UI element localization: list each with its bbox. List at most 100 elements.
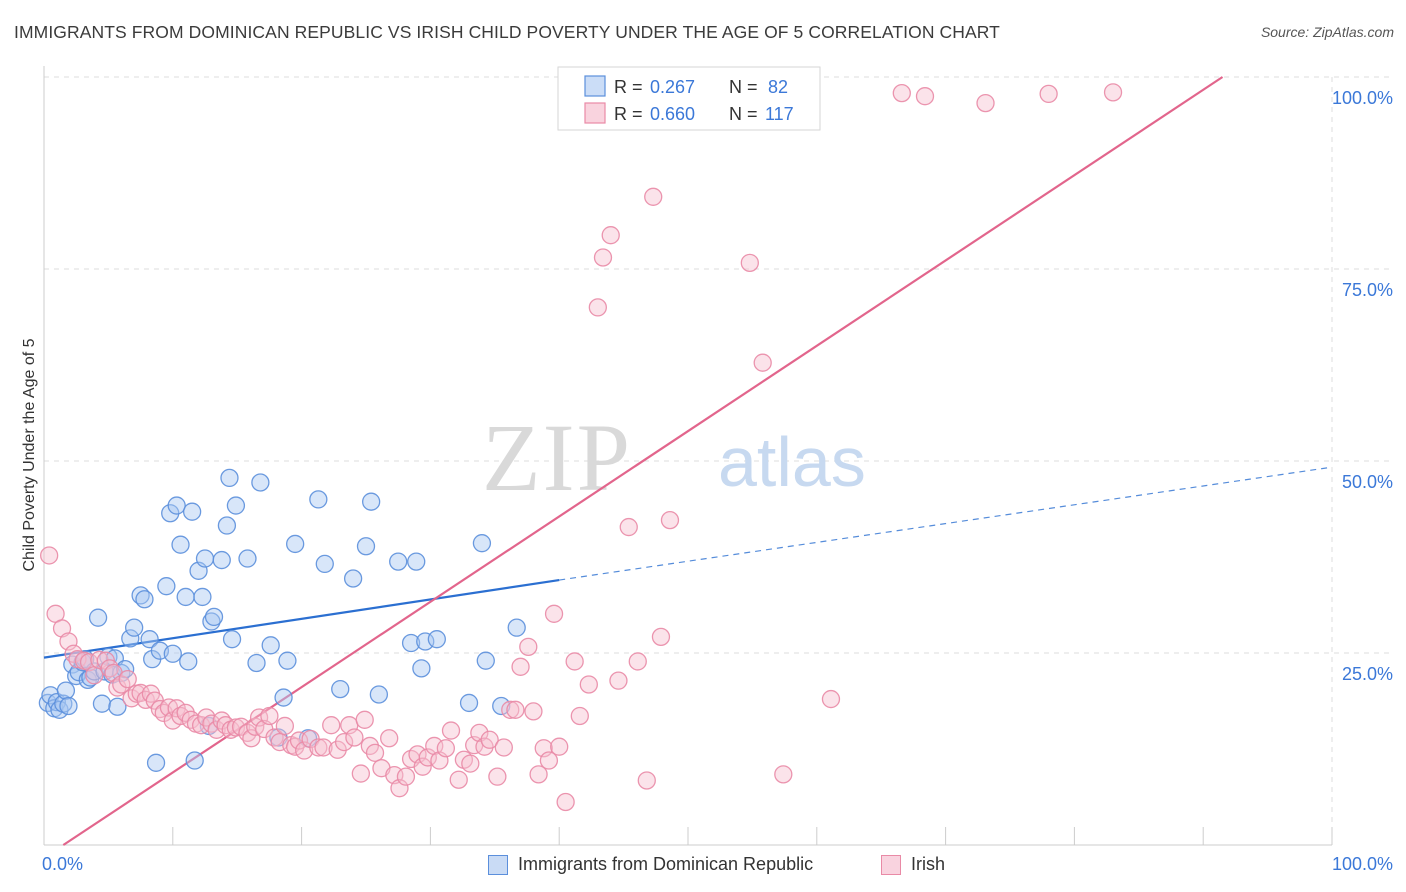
point-dominican (274, 688, 293, 707)
point-dominican (220, 468, 239, 488)
source-label: Source: ZipAtlas.com (1260, 24, 1394, 40)
point-dominican (179, 652, 198, 671)
point-irish (570, 706, 589, 726)
point-dominican (315, 554, 334, 574)
legend-swatch-dominican (488, 854, 508, 875)
point-irish (1103, 83, 1123, 102)
point-irish (519, 637, 538, 657)
watermark: ZIP atlas (482, 404, 866, 511)
point-irish (413, 757, 432, 776)
point-irish (171, 706, 190, 726)
point-irish (40, 546, 59, 565)
y-tick-label: 100.0% (1332, 88, 1393, 108)
point-dominican (416, 632, 435, 651)
point-dominican (507, 618, 526, 637)
point-dominican (278, 651, 297, 670)
trend-lines (43, 76, 1333, 846)
legend-r-value-1: 0.267 (650, 77, 695, 97)
point-irish (480, 730, 499, 749)
point-dominican (343, 569, 363, 588)
point-irish (242, 729, 261, 748)
point-dominican (92, 694, 112, 713)
legend-label-dominican: Immigrants from Dominican Republic (518, 854, 814, 874)
y-tick-label: 25.0% (1342, 664, 1393, 684)
point-dominican (140, 630, 159, 649)
grid-lines (44, 76, 1392, 845)
point-irish (609, 671, 628, 690)
point-irish (565, 652, 584, 671)
point-dominican (427, 630, 446, 649)
point-irish (556, 792, 575, 812)
point-irish (892, 83, 911, 103)
point-dominican (247, 653, 266, 673)
trend-line-irish (62, 76, 1224, 846)
point-dominican (286, 534, 305, 554)
legend-swatch-pink (584, 102, 606, 124)
point-irish (68, 649, 87, 669)
point-dominican (182, 502, 202, 521)
point-irish (660, 510, 680, 530)
point-irish (207, 720, 226, 739)
legend-n-value-1: 82 (768, 77, 788, 97)
point-irish (85, 666, 104, 685)
point-irish (1039, 84, 1058, 104)
legend-r-label-2: R = (614, 104, 643, 124)
point-irish (488, 767, 507, 786)
point-dominican (309, 490, 328, 509)
point-irish (619, 517, 638, 537)
legend-bottom: Immigrants from Dominican Republic Irish (0, 850, 1406, 880)
legend-n-label-2: N = (729, 104, 758, 124)
point-dominican (492, 696, 511, 716)
point-irish (740, 253, 759, 273)
point-dominican (167, 496, 186, 515)
legend-item-dominican: Immigrants from Dominican Republic (488, 854, 813, 875)
watermark-zip: ZIP (482, 404, 632, 511)
point-irish (579, 675, 598, 694)
chart-title: IMMIGRANTS FROM DOMINICAN REPUBLIC VS IR… (14, 22, 1000, 42)
point-irish (601, 226, 620, 245)
point-dominican (222, 630, 242, 649)
point-irish (365, 743, 385, 762)
point-irish (226, 718, 246, 737)
point-irish (501, 700, 520, 719)
legend-swatch-irish (881, 854, 901, 875)
legend-label-irish: Irish (911, 854, 946, 874)
point-irish (529, 765, 548, 784)
watermark-atlas: atlas (718, 423, 866, 501)
point-irish (322, 716, 341, 735)
point-irish (309, 738, 328, 757)
x-tick-label-start: 0.0% (42, 854, 83, 874)
legend-n-value-2: 117 (765, 104, 794, 124)
point-dominican (176, 587, 195, 607)
legend-r-label-1: R = (614, 77, 643, 97)
point-irish (539, 751, 559, 770)
y-tick-label: 50.0% (1342, 472, 1393, 492)
point-irish (821, 689, 841, 709)
point-dominican (108, 697, 127, 716)
point-dominican (472, 534, 492, 553)
point-irish (289, 731, 309, 750)
legend-top: R = 0.267 N = 82 R = 0.660 N = 117 (557, 66, 821, 131)
point-irish (351, 764, 370, 783)
point-dominican (261, 636, 280, 655)
point-irish (644, 187, 663, 206)
point-irish (396, 767, 416, 786)
point-dominican (88, 608, 108, 627)
point-irish (524, 702, 543, 721)
point-dominican (193, 587, 212, 607)
point-dominican (204, 607, 224, 627)
point-dominican (389, 552, 408, 571)
point-dominican (401, 633, 421, 653)
point-irish (295, 741, 314, 760)
point-dominican (125, 618, 144, 637)
point-irish (506, 700, 525, 719)
point-dominican (163, 644, 182, 663)
point-dominican (56, 681, 76, 700)
point-dominican (171, 535, 190, 554)
legend-r-value-2: 0.660 (650, 104, 695, 124)
point-dominican (195, 549, 215, 568)
point-dominican (331, 679, 350, 699)
point-irish (118, 669, 137, 689)
point-irish (355, 710, 374, 729)
legend-item-irish: Irish (881, 854, 945, 875)
